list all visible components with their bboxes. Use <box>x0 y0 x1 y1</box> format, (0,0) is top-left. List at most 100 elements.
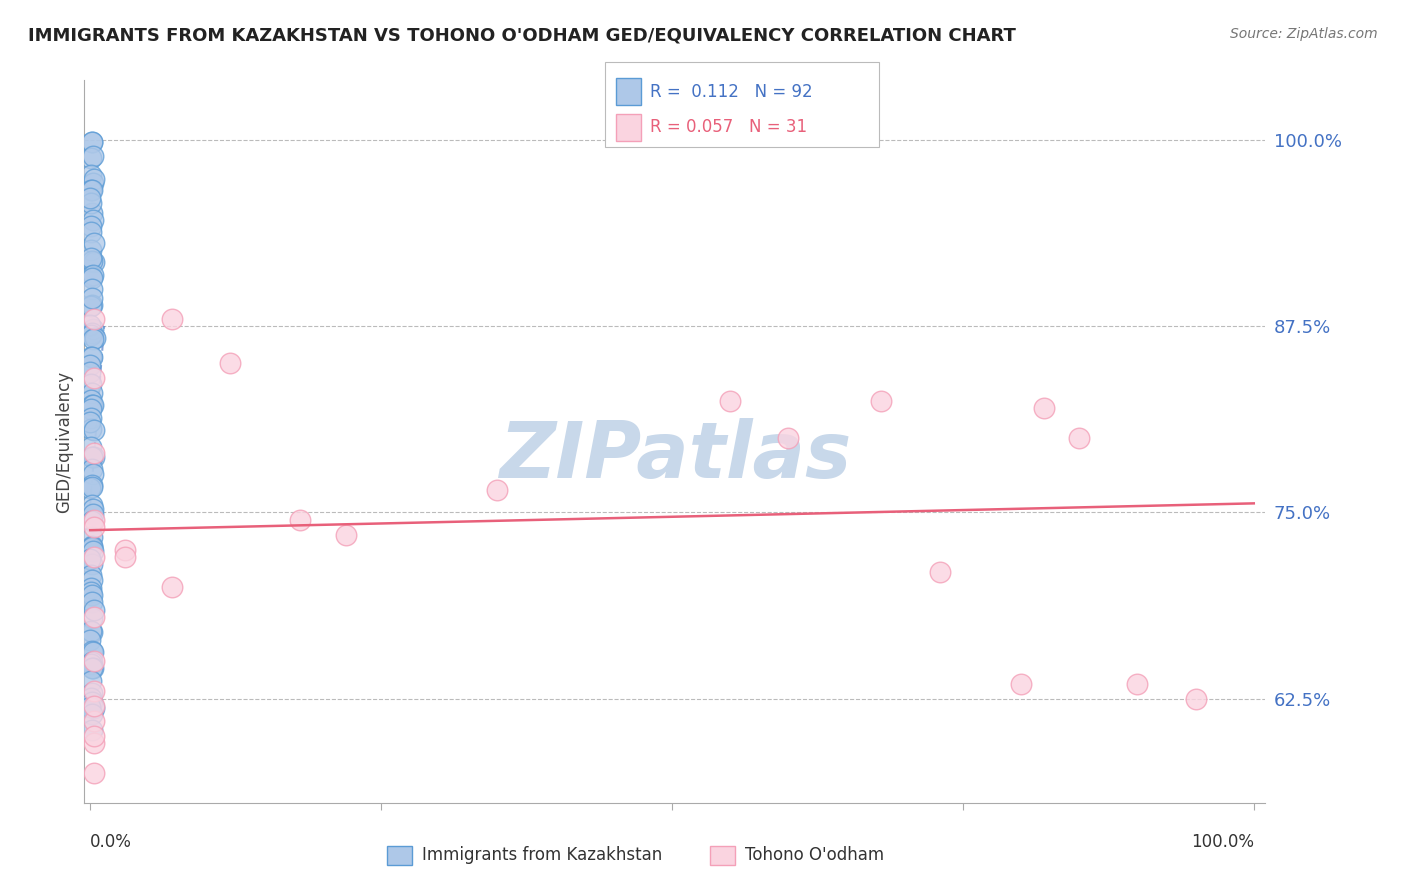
Point <box>79 328 101 343</box>
Text: Immigrants from Kazakhstan: Immigrants from Kazakhstan <box>422 847 662 864</box>
Point <box>80 644 103 658</box>
Point <box>80 585 103 599</box>
Point <box>83 513 105 527</box>
Point <box>80 398 103 412</box>
Point <box>80 254 103 268</box>
Point <box>79 581 101 595</box>
Point <box>80 168 103 182</box>
Point <box>114 549 136 564</box>
Point <box>80 611 103 625</box>
Point <box>80 540 103 554</box>
Point <box>80 401 103 416</box>
Point <box>80 514 103 528</box>
Text: R = 0.057   N = 31: R = 0.057 N = 31 <box>650 119 807 136</box>
Point <box>80 326 103 340</box>
Point <box>288 513 311 527</box>
Point <box>160 311 183 326</box>
Point <box>80 498 103 512</box>
Point <box>83 603 105 617</box>
Y-axis label: GED/Equivalency: GED/Equivalency <box>55 370 73 513</box>
Point <box>80 422 103 436</box>
Point <box>82 332 104 346</box>
Point <box>80 589 103 603</box>
Point <box>82 501 104 516</box>
Point <box>114 542 136 557</box>
Point <box>80 377 103 392</box>
Point <box>84 331 107 345</box>
Point <box>83 549 105 564</box>
Point <box>80 350 103 364</box>
Point <box>80 135 103 149</box>
Point <box>82 695 104 709</box>
Point <box>82 508 104 522</box>
Point <box>83 654 105 668</box>
Point <box>80 624 103 639</box>
Point <box>80 481 103 495</box>
Point <box>83 446 105 460</box>
Point <box>82 398 104 412</box>
Point <box>82 321 104 335</box>
Point <box>80 271 103 285</box>
Point <box>80 674 103 689</box>
Point <box>1033 401 1056 415</box>
Point <box>82 213 104 227</box>
Point <box>80 624 103 639</box>
Text: 0.0%: 0.0% <box>90 833 132 851</box>
Point <box>83 423 105 437</box>
Point <box>83 684 105 698</box>
Point <box>80 657 103 671</box>
Point <box>83 520 105 534</box>
Point <box>83 254 105 268</box>
Point <box>79 318 101 332</box>
Point <box>82 706 104 721</box>
Point <box>80 183 103 197</box>
Point <box>82 149 104 163</box>
Point <box>79 365 101 379</box>
Point <box>80 225 103 239</box>
Point <box>160 580 183 594</box>
Point <box>778 431 800 445</box>
Point <box>83 729 105 743</box>
Text: R =  0.112   N = 92: R = 0.112 N = 92 <box>650 83 813 101</box>
Point <box>82 268 104 282</box>
Point <box>80 196 103 211</box>
Point <box>80 478 103 492</box>
Point <box>79 191 101 205</box>
Point <box>1184 691 1206 706</box>
Point <box>82 450 104 464</box>
Point <box>82 595 104 609</box>
Point <box>79 699 101 714</box>
Point <box>79 358 101 372</box>
Point <box>83 172 105 186</box>
Point <box>80 386 103 401</box>
Point <box>80 268 103 283</box>
Point <box>80 251 103 265</box>
Point <box>80 244 103 258</box>
Point <box>1069 431 1091 445</box>
Point <box>80 292 103 306</box>
Point <box>80 686 103 700</box>
Point <box>80 205 103 219</box>
Point <box>82 540 104 554</box>
Point <box>80 450 103 464</box>
Point <box>80 541 103 555</box>
Point <box>83 236 105 251</box>
Point <box>82 184 104 198</box>
Text: Tohono O'odham: Tohono O'odham <box>745 847 884 864</box>
Point <box>80 661 103 675</box>
Point <box>80 299 103 313</box>
Point <box>82 655 104 669</box>
Point <box>79 567 101 582</box>
Point <box>80 691 103 706</box>
Point <box>83 609 105 624</box>
Point <box>79 632 101 647</box>
Point <box>82 298 104 312</box>
Point <box>82 573 104 587</box>
Point <box>82 723 104 738</box>
Point <box>218 356 240 370</box>
Point <box>83 766 105 780</box>
Point <box>82 176 104 190</box>
Point <box>83 698 105 713</box>
Point <box>80 135 103 149</box>
Point <box>79 481 101 495</box>
